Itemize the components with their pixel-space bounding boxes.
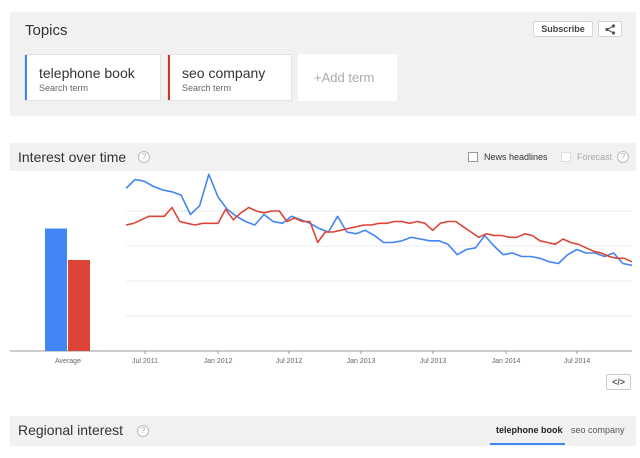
active-tab-indicator [490, 443, 565, 445]
term-card-telephone-book[interactable]: telephone book Search term [24, 54, 161, 101]
forecast-checkbox[interactable] [561, 152, 571, 162]
help-icon[interactable]: ? [138, 151, 150, 163]
term-type: Search term [39, 83, 89, 93]
news-headlines-checkbox[interactable] [468, 152, 478, 162]
topics-title: Topics [25, 22, 68, 39]
share-icon [605, 24, 616, 35]
embed-button[interactable]: </> [606, 374, 631, 390]
interest-chart: Average Jul 2011 Jan 2012 Jul 2012 Jan 2013… [10, 173, 633, 365]
average-bars: Average [45, 228, 90, 365]
x-tick-label: Jan 2012 [204, 358, 233, 365]
term-name: telephone book [39, 65, 135, 81]
x-tick-label: Jul 2012 [276, 358, 303, 365]
x-tick-label: Jul 2013 [420, 358, 447, 365]
chart-lines [125, 173, 633, 267]
share-button[interactable] [598, 21, 622, 37]
tab-seo-company[interactable]: seo company [571, 425, 625, 435]
forecast-label: Forecast [577, 152, 613, 162]
term-color-bar [168, 55, 170, 100]
average-bar-0 [45, 228, 67, 351]
topics-panel: Topics Subscribe telephone book Search t… [10, 12, 636, 116]
add-term-button[interactable]: +Add term [298, 54, 397, 101]
x-tick-label: Jul 2014 [564, 358, 591, 365]
average-bar-1 [68, 260, 90, 351]
term-name: seo company [182, 65, 266, 81]
tab-telephone-book[interactable]: telephone book [496, 425, 563, 435]
regional-interest-header: Regional interest ? telephone book seo c… [10, 416, 636, 446]
series-line-1 [125, 206, 633, 263]
term-type: Search term [182, 83, 232, 93]
regional-title: Regional interest [18, 422, 124, 438]
term-color-bar [25, 55, 27, 100]
interest-title: Interest over time [18, 149, 127, 165]
regional-help-icon[interactable]: ? [137, 425, 149, 437]
news-headlines-label: News headlines [484, 152, 548, 162]
x-tick-label: Jul 2011 [132, 358, 158, 365]
x-axis-ticks: Jul 2011 Jan 2012 Jul 2012 Jan 2013 Jul 2013… [132, 351, 590, 365]
term-card-seo-company[interactable]: seo company Search term [167, 54, 292, 101]
subscribe-button[interactable]: Subscribe [533, 21, 593, 37]
series-line-0 [125, 173, 633, 267]
x-tick-label: Jan 2013 [347, 358, 376, 365]
average-label: Average [55, 358, 81, 365]
chart-grid [10, 210, 632, 352]
x-tick-label: Jan 2014 [492, 358, 521, 365]
forecast-help-icon[interactable]: ? [617, 151, 629, 163]
interest-over-time-header: Interest over time ? News headlines Fore… [10, 143, 636, 171]
